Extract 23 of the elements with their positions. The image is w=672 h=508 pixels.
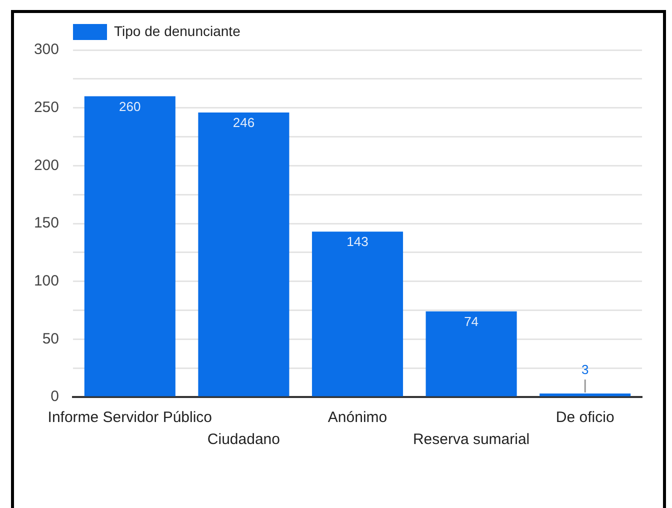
data-label: 246: [232, 115, 255, 130]
x-tick-label: De oficio: [556, 409, 614, 426]
data-label: 3: [581, 362, 589, 378]
data-label: 260: [119, 98, 141, 114]
bar: [426, 311, 517, 396]
x-tick-label: Reserva sumarial: [412, 430, 530, 448]
x-tick-label: Ciudadano: [207, 430, 280, 448]
x-tick-label: Informe Servidor Público: [48, 409, 212, 426]
y-tick-label: 50: [42, 330, 59, 348]
y-tick-label: 100: [34, 272, 59, 290]
data-label: 143: [346, 234, 368, 250]
bar: [312, 232, 404, 396]
y-tick-label: 250: [34, 98, 59, 116]
y-tick-label: 200: [34, 156, 59, 174]
y-tick-label: 150: [34, 214, 59, 232]
bar: [198, 112, 290, 396]
bar: [540, 394, 631, 396]
bar: [84, 96, 176, 396]
x-tick-label: Anónimo: [328, 409, 388, 426]
y-tick-label: 0: [50, 388, 59, 406]
y-tick-label: 300: [34, 41, 59, 58]
data-label: 74: [464, 314, 479, 329]
legend-label: Tipo de denunciante: [114, 22, 241, 39]
